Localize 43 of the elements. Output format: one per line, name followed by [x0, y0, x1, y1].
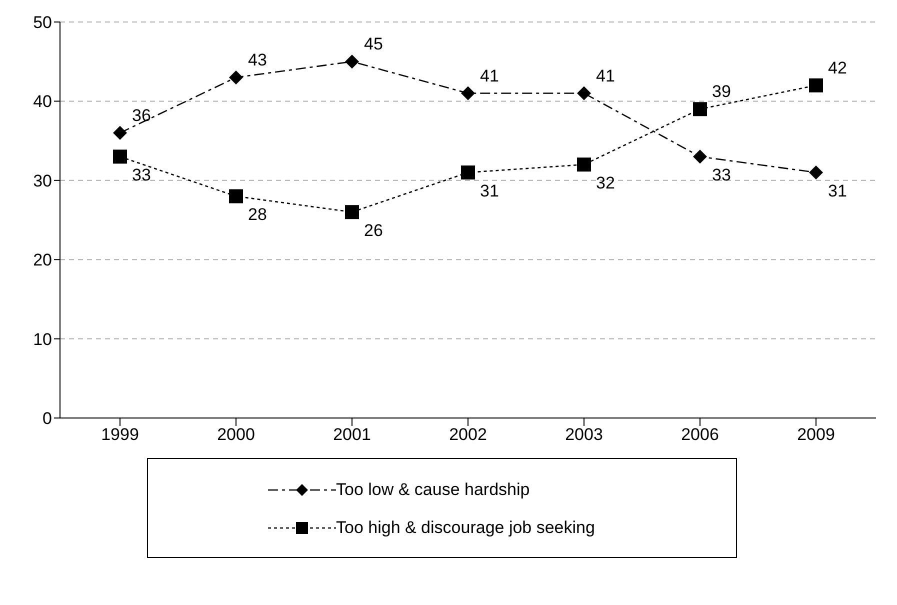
data-label: 41 [480, 66, 499, 86]
legend-label: Too low & cause hardship [336, 480, 530, 500]
point [113, 126, 127, 140]
y-tick-label: 50 [33, 13, 52, 32]
y-tick-label: 40 [33, 92, 52, 112]
point [113, 150, 127, 164]
data-label: 43 [248, 50, 267, 70]
data-label: 31 [480, 181, 499, 200]
x-tick-label: 2001 [333, 425, 371, 444]
point [693, 102, 707, 116]
point [577, 158, 591, 172]
point [229, 189, 243, 204]
point [461, 165, 475, 180]
data-label: 39 [712, 82, 731, 102]
y-tick-label: 10 [33, 330, 52, 349]
point [577, 86, 591, 100]
data-label: 42 [828, 58, 847, 78]
y-tick-label: 30 [33, 171, 52, 190]
data-label: 36 [132, 106, 151, 125]
y-tick-label: 0 [42, 409, 52, 428]
point [693, 150, 707, 164]
legend-label: Too high & discourage job seeking [336, 518, 595, 538]
point [809, 78, 823, 92]
data-label: 41 [596, 66, 615, 86]
point [461, 86, 475, 100]
data-label: 31 [828, 181, 847, 200]
point [345, 205, 359, 220]
x-tick-label: 2003 [565, 425, 603, 444]
x-tick-label: 1999 [101, 425, 139, 444]
x-tick-label: 2000 [217, 425, 255, 444]
data-label: 26 [364, 221, 383, 240]
point [229, 70, 243, 84]
x-tick-label: 2009 [797, 425, 835, 444]
data-label: 32 [596, 174, 615, 193]
point [345, 54, 359, 69]
x-tick-label: 2006 [681, 425, 719, 444]
data-label: 33 [132, 166, 151, 185]
data-label: 28 [248, 205, 267, 224]
y-tick-label: 20 [33, 250, 52, 270]
x-tick-label: 2002 [449, 425, 487, 444]
data-label: 45 [364, 34, 383, 54]
point [809, 165, 823, 180]
data-label: 33 [712, 166, 731, 185]
